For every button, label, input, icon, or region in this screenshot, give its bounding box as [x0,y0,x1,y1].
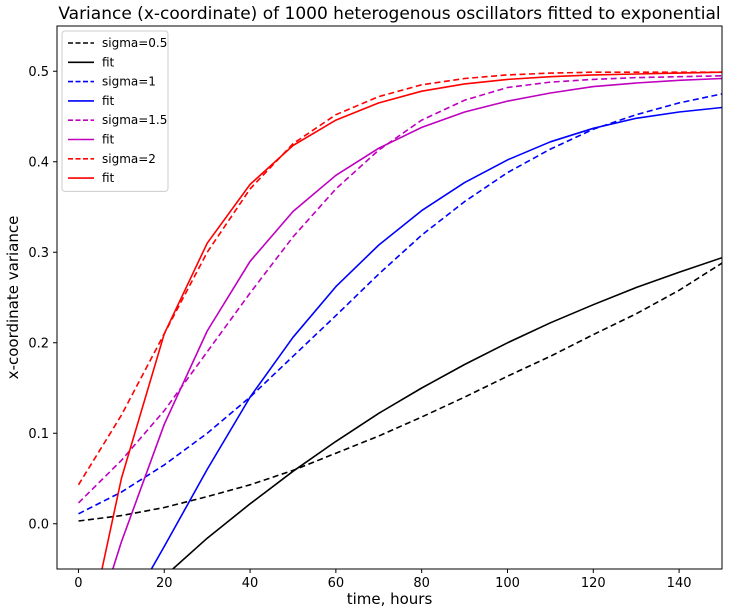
y-tick-label: 0.3 [28,246,49,261]
legend-entry: fit [102,171,115,185]
x-tick-label: 80 [413,576,430,591]
x-tick-label: 20 [156,576,173,591]
x-tick-label: 100 [495,576,520,591]
series-line-1 [172,256,722,569]
legend-entry: fit [102,94,115,108]
x-axis: 0 20 40 60 80 100 120 140 [74,569,692,591]
legend-entry: sigma=0.5 [102,36,167,50]
series-line-7 [101,71,722,569]
y-axis-label: x-coordinate variance [4,216,22,380]
plot-frame [56,25,723,570]
y-axis: 0.0 0.1 0.2 0.3 0.4 0.5 [28,65,57,532]
legend-entry: sigma=1 [102,75,156,89]
legend-entry: fit [102,133,115,147]
x-axis-label: time, hours [347,590,433,608]
legend-entry: fit [102,55,115,69]
legend-entry: sigma=1.5 [102,113,167,127]
series-line-3 [150,106,722,569]
y-tick-label: 0.4 [28,155,49,170]
series-line-5 [112,77,722,569]
y-tick-label: 0.1 [28,427,49,442]
series-line-0 [78,262,722,522]
chart-title: Variance (x-coordinate) of 1000 heteroge… [58,4,720,24]
legend-box [61,30,169,192]
series-lines [77,71,722,569]
x-tick-label: 0 [74,576,82,591]
x-tick-label: 120 [581,576,606,591]
legend-entry: sigma=2 [102,152,156,166]
x-tick-label: 140 [667,576,692,591]
legend: sigma=0.5 fit sigma=1 fit sigma=1.5 fit sigma=… [61,30,169,192]
y-tick-label: 0.5 [28,65,49,80]
x-tick-label: 60 [328,576,345,591]
y-tick-label: 0.0 [28,517,49,532]
series-line-6 [77,71,722,486]
x-tick-label: 40 [242,576,259,591]
series-line-4 [77,75,722,504]
series-line-2 [78,93,722,515]
y-tick-label: 0.2 [28,336,49,351]
